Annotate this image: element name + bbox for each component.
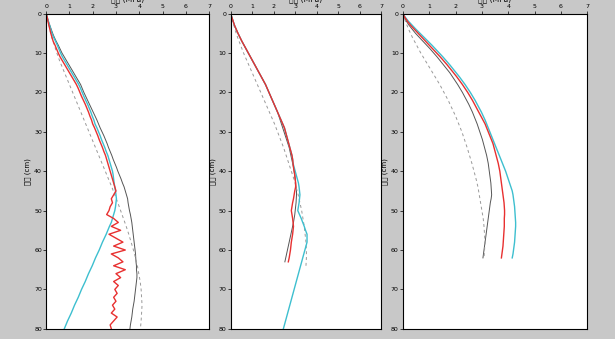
X-axis label: 경도 (MPa): 경도 (MPa) (111, 0, 145, 4)
Y-axis label: 깊이 (cm): 깊이 (cm) (25, 158, 31, 185)
Y-axis label: 깊이 (cm): 깊이 (cm) (381, 158, 388, 185)
Y-axis label: 깊이 (cm): 깊이 (cm) (209, 158, 216, 185)
X-axis label: 경도 (MPa): 경도 (MPa) (289, 0, 323, 4)
X-axis label: 경도 (MPa): 경도 (MPa) (478, 0, 512, 4)
